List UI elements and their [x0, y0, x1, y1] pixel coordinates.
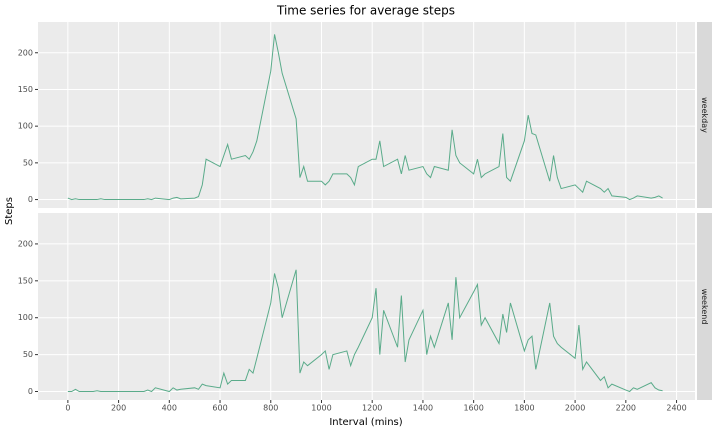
panel-background	[38, 213, 695, 400]
x-tick-label: 1600	[463, 404, 483, 413]
panel-background	[38, 22, 695, 208]
y-axis-title: Steps	[4, 197, 15, 225]
x-tick-label: 1400	[413, 404, 433, 413]
x-tick-label: 1200	[362, 404, 382, 413]
x-tick-label: 2200	[616, 404, 636, 413]
x-tick-label: 1800	[514, 404, 534, 413]
y-tick-label: 100	[18, 313, 33, 322]
x-tick-label: 2000	[565, 404, 585, 413]
y-tick-label: 0	[28, 387, 33, 396]
x-axis-title: Interval (mins)	[329, 417, 402, 428]
strip-label: weekday	[700, 97, 709, 133]
y-tick-label: 50	[23, 158, 33, 167]
strip-background	[697, 22, 712, 208]
data-line	[67, 34, 663, 201]
y-tick-label: 200	[18, 48, 33, 57]
x-tick-label: 200	[111, 404, 126, 413]
strip-label: weekend	[700, 289, 709, 325]
y-tick-label: 100	[18, 122, 33, 131]
y-tick-label: 0	[28, 195, 33, 204]
x-tick-label: 400	[162, 404, 177, 413]
y-tick-label: 200	[18, 239, 33, 248]
y-tick-label: 150	[18, 276, 33, 285]
y-tick-label: 50	[23, 350, 33, 359]
x-tick-label: 2400	[666, 404, 686, 413]
x-tick-label: 600	[212, 404, 227, 413]
data-line	[67, 269, 663, 393]
x-tick-label: 1000	[311, 404, 331, 413]
x-tick-label: 0	[65, 404, 70, 413]
strip-background	[697, 213, 712, 400]
chart-title: Time series for average steps	[276, 4, 455, 18]
y-tick-label: 150	[18, 85, 33, 94]
x-tick-label: 800	[263, 404, 278, 413]
